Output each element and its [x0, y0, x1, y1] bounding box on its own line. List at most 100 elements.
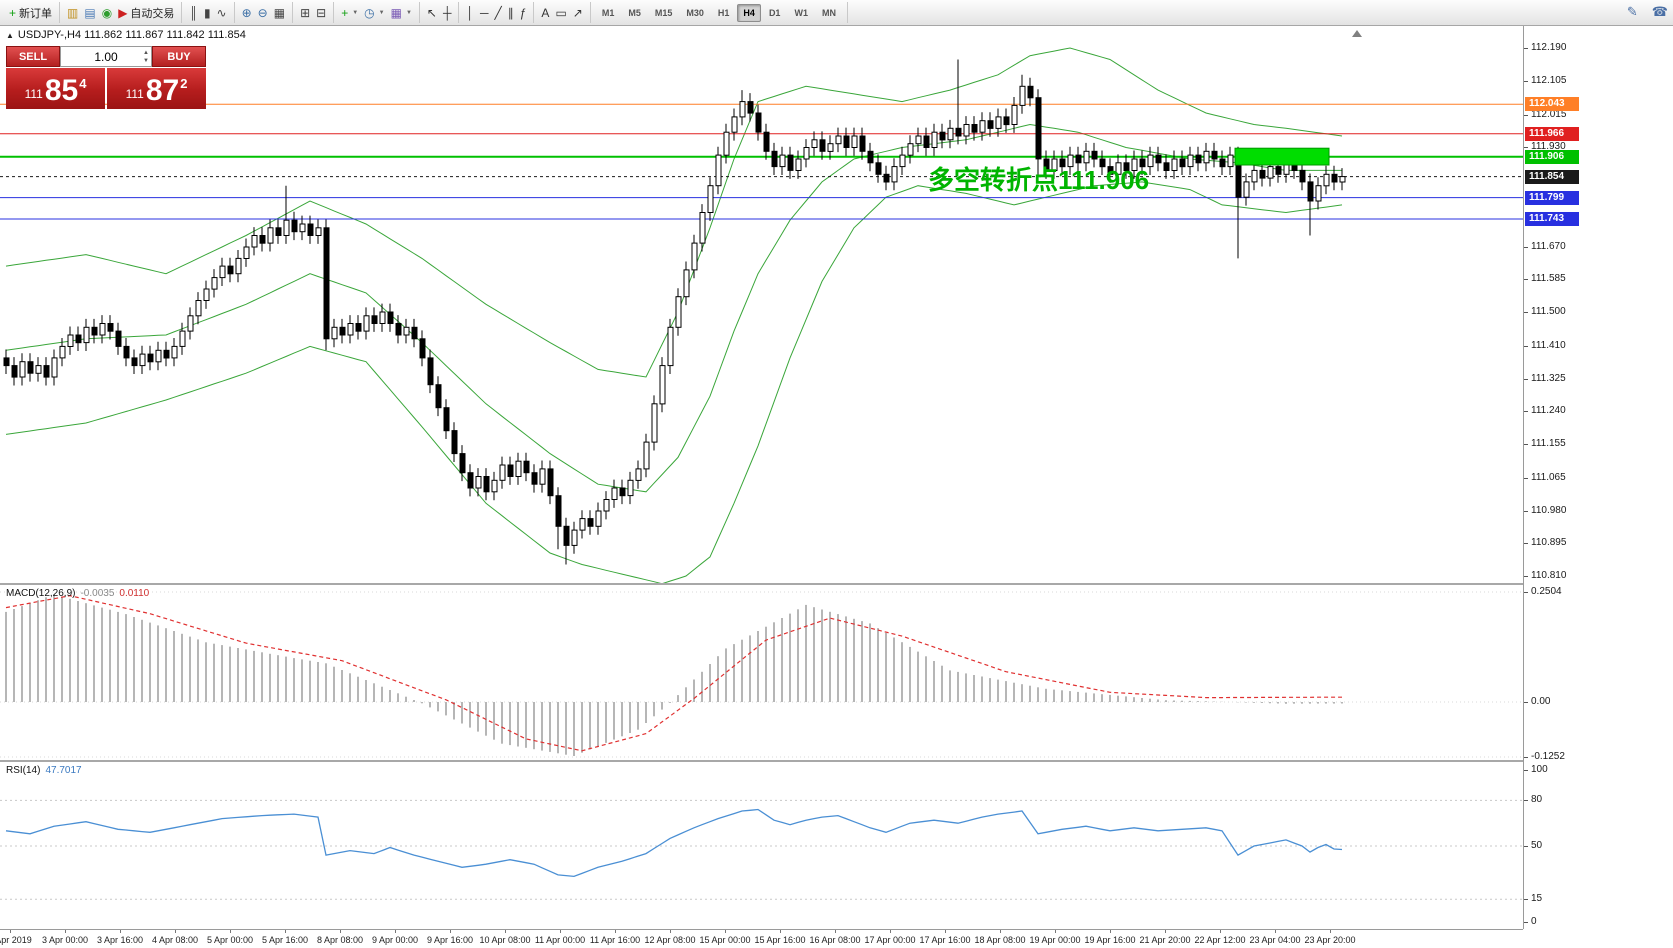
candle[interactable] [843, 127, 850, 156]
candle[interactable] [1043, 150, 1050, 179]
candle[interactable] [683, 261, 690, 306]
candle[interactable] [155, 341, 162, 371]
time-axis[interactable]: 2 Apr 2019 3 Apr 00:00 3 Apr 16:00 4 Apr 08… [0, 929, 1523, 948]
candle[interactable] [1211, 142, 1218, 168]
period-menu-button[interactable]: ◷ ▼ [361, 3, 387, 23]
candle[interactable] [779, 146, 786, 175]
candle[interactable] [707, 177, 714, 221]
vertical-line-icon[interactable]: │ [463, 3, 477, 23]
rsi-panel-canvas[interactable] [0, 762, 1523, 929]
candle[interactable] [851, 127, 858, 156]
candle[interactable] [1299, 162, 1306, 191]
candle[interactable] [731, 108, 738, 141]
stepper-down-icon[interactable]: ▼ [143, 58, 149, 64]
candle[interactable] [179, 322, 186, 355]
timeframe-H4[interactable]: H4 [737, 3, 761, 22]
bar-chart-icon[interactable]: ║ [186, 3, 201, 23]
candle[interactable] [371, 307, 378, 332]
candle[interactable] [1019, 74, 1026, 114]
candle[interactable] [379, 303, 386, 332]
candle[interactable] [1219, 150, 1226, 176]
candle[interactable] [787, 146, 794, 179]
candle[interactable] [1115, 154, 1122, 183]
candle[interactable] [187, 307, 194, 340]
candle[interactable] [419, 330, 426, 367]
candle[interactable] [923, 127, 930, 156]
candle[interactable] [507, 456, 514, 485]
candle[interactable] [1083, 142, 1090, 172]
candle[interactable] [115, 322, 122, 355]
candle[interactable] [1139, 150, 1146, 176]
candle[interactable] [227, 257, 234, 283]
candle[interactable] [59, 338, 66, 367]
volume-input[interactable]: 1.00 ▲ ▼ [60, 46, 152, 67]
candle[interactable] [875, 154, 882, 183]
candle[interactable] [1163, 154, 1170, 179]
candle[interactable] [1059, 150, 1066, 176]
timeframe-M15[interactable]: M15 [654, 7, 673, 18]
candle[interactable] [1259, 162, 1266, 187]
candle[interactable] [1307, 173, 1314, 236]
candle[interactable] [643, 433, 650, 478]
candle[interactable] [91, 318, 98, 344]
candle[interactable] [1107, 158, 1114, 183]
text-label-icon[interactable]: ▭ [552, 3, 569, 23]
candle[interactable] [51, 349, 58, 386]
macd-panel-canvas[interactable] [0, 585, 1523, 762]
candle[interactable] [443, 399, 450, 439]
timeframe-M1[interactable]: M1 [601, 7, 615, 18]
candle[interactable] [331, 318, 338, 348]
price-axis[interactable]: 112.190 112.105 112.015 111.930 111.670 111.5… [1523, 25, 1673, 929]
candle[interactable] [547, 460, 554, 505]
candle[interactable] [627, 471, 634, 505]
candle[interactable] [939, 123, 946, 149]
candle[interactable] [131, 349, 138, 375]
timeframe-H1[interactable]: H1 [717, 7, 730, 18]
sell-button[interactable]: SELL [6, 46, 60, 67]
candle[interactable] [1011, 97, 1018, 133]
candle[interactable] [603, 491, 610, 520]
candle[interactable] [1187, 146, 1194, 175]
candle[interactable] [955, 59, 962, 145]
candle[interactable] [619, 479, 626, 505]
candle[interactable] [35, 357, 42, 382]
candle[interactable] [235, 250, 242, 283]
candle[interactable] [515, 452, 522, 485]
candle[interactable] [483, 468, 490, 501]
candle[interactable] [315, 219, 322, 244]
candle[interactable] [699, 204, 706, 252]
candle[interactable] [1091, 142, 1098, 168]
candle[interactable] [1067, 146, 1074, 175]
candle[interactable] [123, 338, 130, 367]
new-order-button[interactable]: + 新订单 [6, 3, 55, 23]
timeframe-D1[interactable]: D1 [768, 7, 781, 18]
zoom-in-icon[interactable]: ⊕ [239, 3, 255, 23]
candle[interactable] [1203, 142, 1210, 172]
candle[interactable] [267, 219, 274, 252]
chart-window-icon[interactable]: ▥ [64, 3, 81, 23]
candle[interactable] [891, 158, 898, 191]
autotrading-button[interactable]: ▶ 自动交易 [115, 3, 177, 23]
candle[interactable] [1027, 77, 1034, 107]
candle[interactable] [827, 135, 834, 160]
candle[interactable] [739, 90, 746, 126]
candle[interactable] [299, 215, 306, 241]
candle[interactable] [67, 326, 74, 355]
template-menu-button[interactable]: ▦ ▼ [388, 3, 415, 23]
buy-button[interactable]: BUY [152, 46, 206, 67]
candle[interactable] [1323, 165, 1330, 195]
highlight-box[interactable] [1234, 147, 1330, 166]
chart-shift-marker[interactable] [1352, 30, 1362, 37]
candle[interactable] [3, 349, 10, 375]
candle[interactable] [11, 357, 18, 386]
candle[interactable] [1251, 162, 1258, 191]
candle[interactable] [1035, 89, 1042, 179]
candle[interactable] [979, 112, 986, 141]
candle[interactable] [531, 464, 538, 493]
candle[interactable] [451, 422, 458, 462]
candle[interactable] [195, 292, 202, 325]
cascade-windows-icon[interactable]: ⊟ [313, 3, 329, 23]
volume-stepper[interactable]: ▲ ▼ [143, 49, 149, 65]
candle[interactable] [931, 123, 938, 156]
fibonacci-icon[interactable]: ƒ [517, 3, 530, 23]
